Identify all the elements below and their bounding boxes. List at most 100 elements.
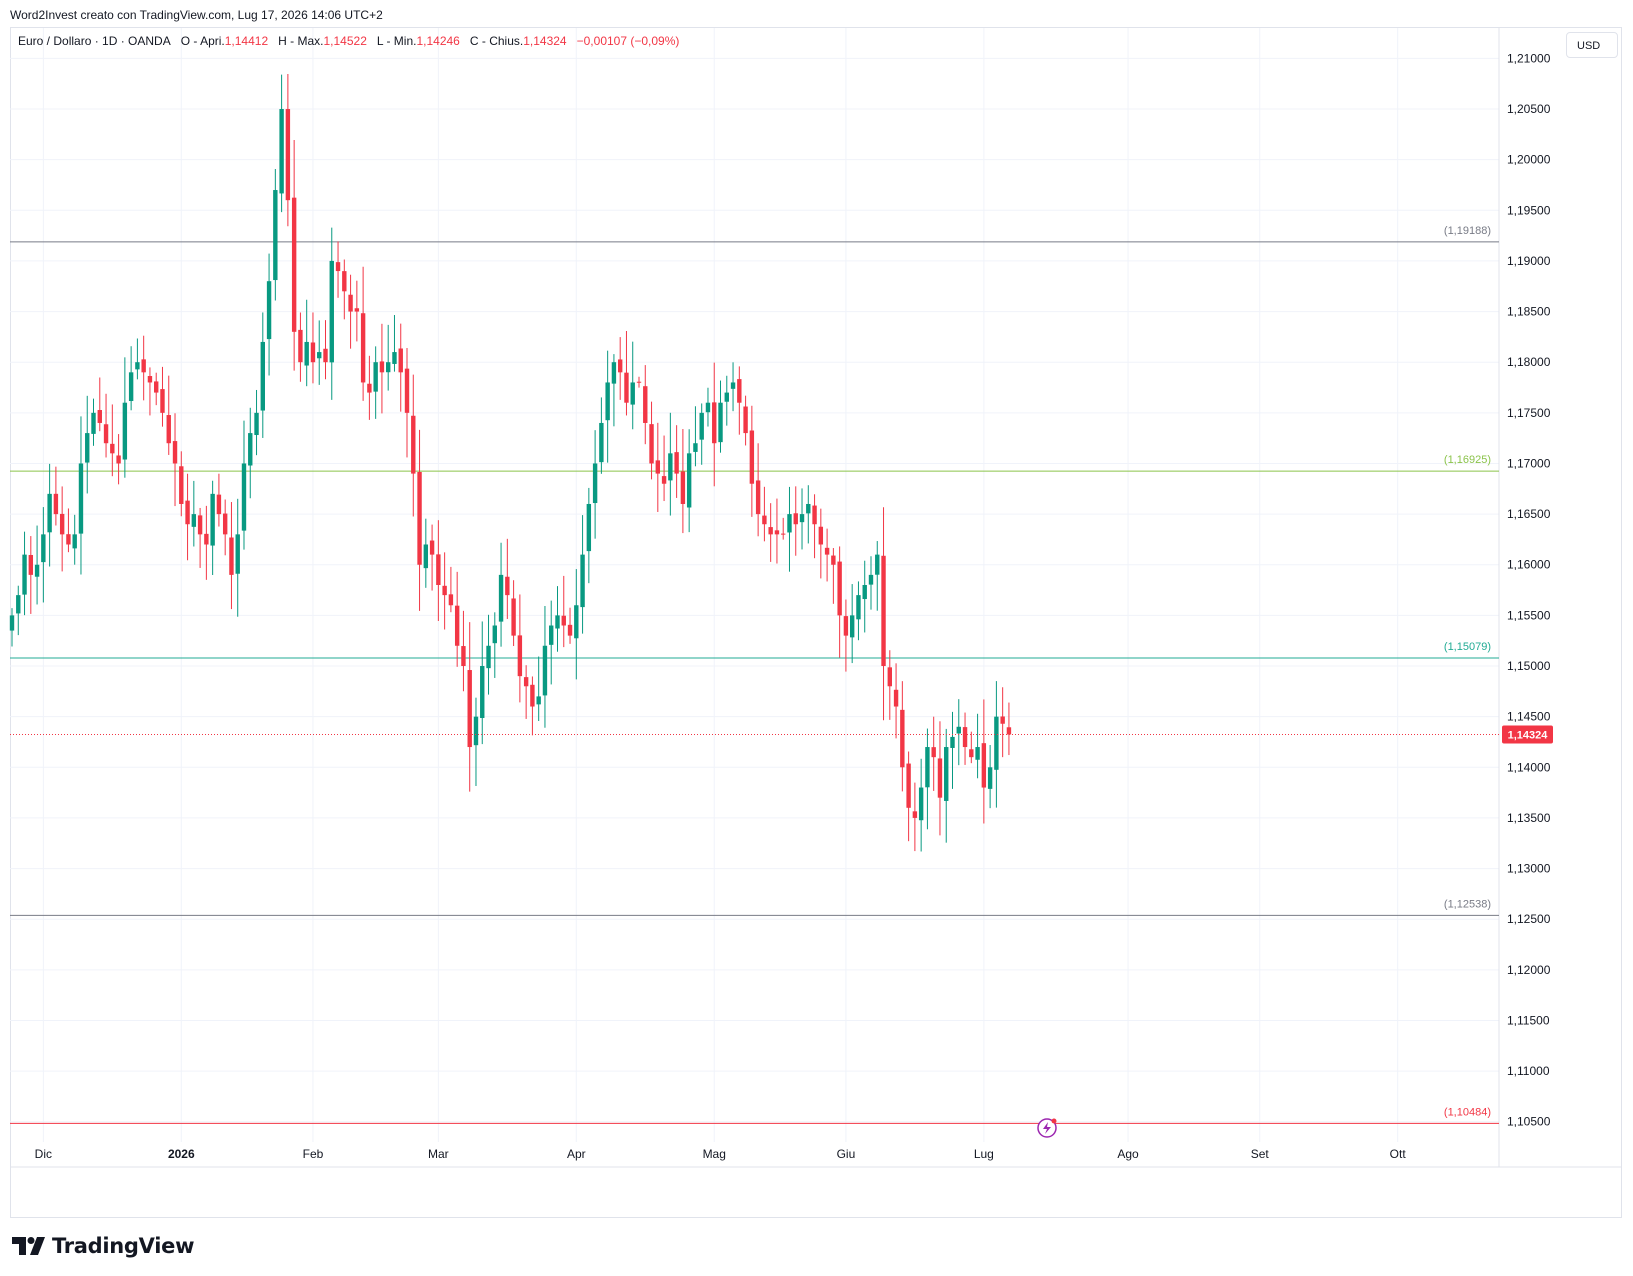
- candle-body: [423, 544, 429, 569]
- candle: [818, 508, 824, 579]
- candle-body: [141, 359, 146, 373]
- candle: [925, 728, 930, 830]
- candle: [1000, 687, 1005, 758]
- candle: [72, 514, 77, 565]
- event-marker-icon[interactable]: [1037, 1118, 1057, 1138]
- candle: [398, 323, 403, 412]
- candle: [661, 435, 667, 502]
- candle-body: [693, 443, 698, 452]
- candle-body: [944, 747, 949, 801]
- symbol-legend: Euro / Dollaro · 1D · OANDA O - Apri.1,1…: [18, 34, 679, 48]
- candle-body: [335, 262, 341, 272]
- candle-body: [505, 576, 510, 596]
- price-tick-label: 1,14500: [1507, 710, 1551, 724]
- currency-button[interactable]: USD: [1566, 32, 1618, 58]
- candle: [34, 525, 40, 605]
- candle-body: [630, 382, 635, 405]
- chart-extras: 1,14324: [10, 725, 1553, 1138]
- price-tick-label: 1,11000: [1507, 1064, 1550, 1078]
- candle-body: [900, 709, 905, 768]
- candle: [931, 716, 936, 791]
- candle-body: [172, 441, 178, 464]
- candle-body: [969, 749, 974, 758]
- time-tick-label: Mar: [428, 1147, 449, 1161]
- time-tick-label: 2026: [168, 1147, 195, 1161]
- time-axis: Dic 2026 Feb Mar Apr Mag Giu Lug Ago Set Ott: [35, 1147, 1407, 1161]
- candle-body: [912, 811, 918, 818]
- candle-body: [975, 747, 980, 760]
- candle-body: [216, 494, 222, 515]
- current-price-tag: [1502, 725, 1553, 744]
- candle: [204, 505, 209, 580]
- candle: [392, 315, 397, 372]
- candle-body: [517, 635, 523, 677]
- price-tick-label: 1,11500: [1507, 1013, 1550, 1027]
- candle-body: [260, 341, 265, 411]
- candle-body: [128, 372, 134, 402]
- candle-body: [241, 463, 247, 531]
- candle-body: [668, 453, 673, 481]
- candle-body: [72, 534, 77, 549]
- candle: [768, 503, 773, 562]
- candle-body: [843, 616, 849, 636]
- candle-body: [718, 402, 723, 443]
- candle-body: [699, 412, 704, 440]
- candle-body: [492, 625, 497, 644]
- legend-high-label: H - Max.: [278, 34, 324, 48]
- candle: [216, 473, 222, 527]
- price-tick-label: 1,17000: [1507, 456, 1551, 470]
- candle: [837, 546, 842, 658]
- candle-body: [599, 422, 604, 463]
- candle: [523, 665, 529, 719]
- price-tick-label: 1,18000: [1507, 355, 1551, 369]
- price-tick-label: 1,21000: [1507, 51, 1551, 65]
- candle: [335, 241, 341, 298]
- candle: [248, 407, 253, 499]
- candle-body: [498, 574, 504, 622]
- candle: [279, 74, 284, 213]
- candle-body: [511, 598, 516, 636]
- candle: [875, 541, 880, 611]
- candle: [191, 480, 197, 547]
- candle-body: [536, 696, 541, 705]
- candle: [505, 538, 510, 619]
- candle: [373, 346, 378, 419]
- candle: [749, 405, 755, 517]
- candle: [799, 488, 805, 550]
- candle-body: [197, 515, 203, 535]
- legend-low-value: 1,14246: [416, 34, 460, 48]
- candle: [611, 354, 617, 427]
- candle-body: [285, 109, 291, 201]
- candle-body: [624, 372, 629, 403]
- price-tick-label: 1,14000: [1507, 760, 1551, 774]
- candle: [743, 395, 748, 446]
- candle-body: [398, 348, 403, 373]
- candle-body: [931, 747, 936, 758]
- candle: [185, 473, 190, 561]
- candle: [781, 517, 786, 540]
- candle-body: [561, 615, 566, 626]
- candle-body: [1006, 727, 1012, 735]
- candle-body: [78, 463, 84, 534]
- candle: [718, 380, 723, 453]
- candle: [655, 422, 661, 512]
- candle: [755, 443, 761, 537]
- level-label: (1,16925): [1444, 454, 1491, 466]
- candle: [135, 338, 140, 380]
- candle-body: [147, 376, 153, 383]
- candle-body: [1000, 716, 1005, 724]
- candle: [956, 699, 961, 766]
- price-tick-label: 1,12000: [1507, 963, 1551, 977]
- candle: [856, 581, 861, 641]
- candle-body: [254, 412, 259, 436]
- candle-body: [831, 555, 836, 565]
- candle: [724, 375, 729, 426]
- candle: [28, 536, 34, 614]
- candle-body: [755, 480, 761, 515]
- candle-body: [617, 359, 623, 373]
- candle: [266, 253, 272, 376]
- candle: [291, 139, 297, 371]
- candle: [944, 728, 949, 843]
- candle-body: [762, 515, 767, 525]
